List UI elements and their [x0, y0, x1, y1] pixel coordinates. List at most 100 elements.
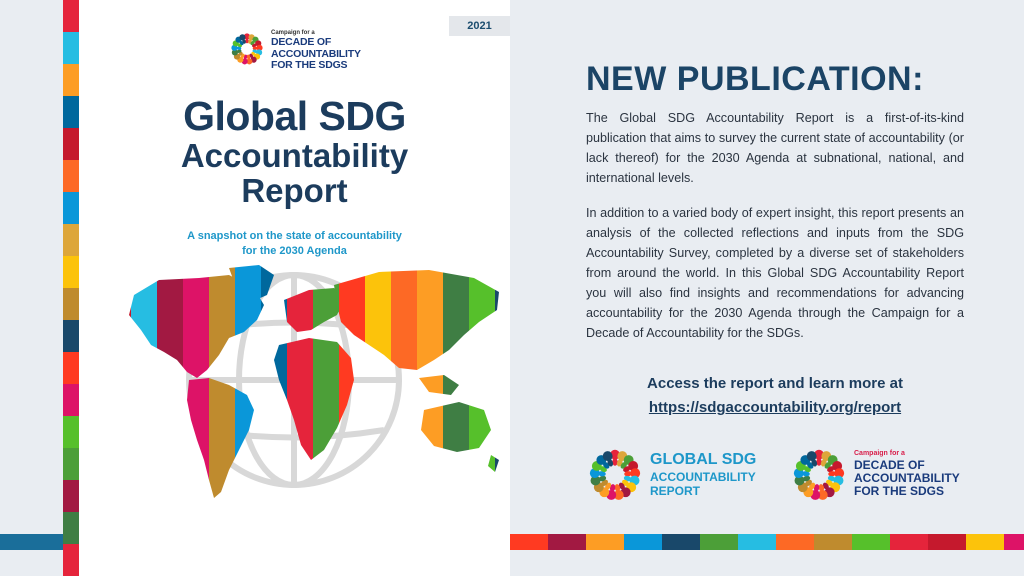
- stripe-segment: [63, 352, 79, 384]
- report-logo-line3: REPORT: [650, 484, 701, 498]
- wheel-figure-body: [245, 38, 249, 44]
- wheel-figure-body: [623, 475, 632, 482]
- wheel-figure-body: [807, 462, 814, 469]
- report-cover: 2021 Campaign for a DECADE OF ACCOUNTABI…: [79, 0, 510, 576]
- wheel-figure-body: [609, 484, 616, 492]
- wheel-figure: [602, 451, 613, 462]
- wheel-figure: [817, 490, 828, 500]
- description-paragraph-1: The Global SDG Accountability Report is …: [586, 111, 964, 185]
- stripe-segment: [63, 32, 79, 64]
- cover-subtitle-line1: A snapshot on the state of accountabilit…: [187, 230, 402, 242]
- wheel-figure-body: [813, 484, 820, 492]
- stripe-segment: [738, 534, 776, 550]
- wheel-figure: [814, 449, 824, 460]
- sdg-wheel-icon: [589, 449, 641, 500]
- report-link[interactable]: https://sdgaccountability.org/report: [648, 399, 902, 416]
- stripe-segment: [63, 256, 79, 288]
- stripe-segment: [1004, 534, 1024, 550]
- report-logo-line2: ACCOUNTABILITY: [650, 470, 756, 484]
- description-paragraph-2: In addition to a varied body of expert i…: [586, 206, 964, 340]
- wheel-figure-body: [616, 459, 623, 467]
- wheel-figure-body: [827, 475, 836, 482]
- wheel-figure-body: [252, 46, 258, 50]
- wheel-figure-body: [802, 475, 811, 482]
- wheel-figure-body: [818, 484, 825, 492]
- wheel-figure-body: [238, 51, 243, 56]
- stripe-segment: [63, 512, 79, 544]
- wheel-figure: [243, 33, 251, 40]
- stripe-segment: [63, 384, 79, 416]
- wheel-figure-body: [252, 49, 258, 53]
- campaign-logo-line: DECADE OF: [271, 36, 332, 48]
- map-stripe: [131, 265, 157, 498]
- wheel-figure-body: [802, 471, 810, 477]
- wheel-figure-body: [805, 479, 812, 486]
- stripe-segment: [890, 534, 928, 550]
- wheel-figure-body: [811, 459, 818, 467]
- campaign-logo: Campaign for a DECADE OF ACCOUNTABILITY …: [229, 29, 369, 70]
- stripe-segment: [928, 534, 966, 550]
- stripe-segment: [966, 534, 1004, 550]
- stripe-segment: [63, 288, 79, 320]
- campaign-logo-small: Campaign for a: [854, 450, 905, 457]
- campaign-logo-bottom: Campaign for a DECADE OF ACCOUNTABILITY …: [790, 446, 970, 504]
- wheel-figure: [256, 44, 263, 51]
- report-logo: GLOBAL SDG ACCOUNTABILITY REPORT: [586, 446, 766, 504]
- wheel-figure-body: [243, 54, 248, 60]
- stripe-segment: [662, 534, 700, 550]
- map-stripe: [365, 265, 391, 498]
- wheel-figure-body: [246, 54, 251, 60]
- left-bottom-bar: [0, 534, 63, 550]
- wheel-figure-body: [624, 471, 632, 477]
- access-text: Access the report and learn more at: [647, 375, 903, 392]
- map-stripe: [79, 260, 105, 510]
- wheel-figure: [610, 449, 620, 460]
- publication-heading: NEW PUBLICATION:: [586, 60, 924, 98]
- map-stripe: [391, 265, 417, 498]
- wheel-figure: [246, 58, 253, 65]
- report-logo-line1: GLOBAL SDG: [650, 451, 757, 468]
- wheel-figure-body: [820, 459, 827, 467]
- wheel-figure-body: [618, 482, 625, 490]
- campaign-logo-small: Campaign for a: [271, 30, 315, 36]
- stripe-segment: [63, 224, 79, 256]
- wheel-figure-body: [236, 49, 242, 53]
- wheel-figure-body: [612, 458, 618, 466]
- wheel-figure-body: [598, 471, 606, 477]
- map-stripe: [287, 265, 313, 498]
- campaign-logo-line: FOR THE SDGS: [271, 59, 348, 71]
- wheel-figure: [590, 475, 601, 486]
- wheel-figure-body: [601, 479, 608, 486]
- world-map-illustration: [79, 260, 499, 510]
- stripe-segment: [586, 534, 624, 550]
- wheel-figure: [613, 490, 624, 500]
- cover-subtitle-line2: for the 2030 Agenda: [242, 244, 347, 257]
- wheel-figure-body: [827, 466, 835, 473]
- wheel-figure-body: [603, 462, 610, 469]
- stripe-segment: [63, 96, 79, 128]
- wheel-figure-body: [623, 466, 631, 473]
- stripe-segment: [548, 534, 586, 550]
- map-stripe: [443, 265, 469, 498]
- wheel-figure-body: [816, 458, 822, 466]
- stripe-segment: [63, 480, 79, 512]
- map-stripe: [129, 265, 131, 498]
- stripe-segment: [63, 192, 79, 224]
- stripe-segment: [63, 128, 79, 160]
- wheel-figure: [794, 475, 805, 486]
- campaign-logo-line3: FOR THE SDGS: [854, 484, 945, 498]
- wheel-figure-body: [252, 43, 257, 48]
- stripe-segment: [510, 534, 548, 550]
- access-info: Access the report and learn more at http…: [586, 372, 964, 420]
- wheel-figure: [806, 451, 817, 462]
- wheel-figure: [630, 468, 641, 479]
- wheel-figure: [239, 34, 246, 41]
- cover-title-line2: Accountability: [180, 137, 409, 174]
- stripe-segment: [0, 534, 63, 550]
- stripe-segment: [776, 534, 814, 550]
- map-stripe: [495, 265, 499, 498]
- wheel-figure-body: [607, 459, 614, 467]
- map-stripe: [417, 265, 443, 498]
- cover-title-line3: Report: [241, 172, 348, 209]
- stripe-segment: [63, 64, 79, 96]
